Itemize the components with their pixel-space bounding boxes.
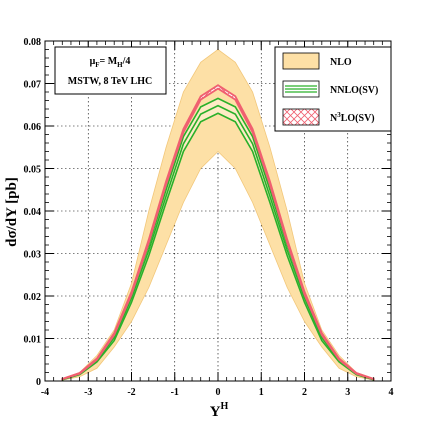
y-tick-label: 0.07 (24, 80, 42, 91)
legend-swatch-nlo (282, 52, 320, 70)
annotation-box: μF= MH/4 MSTW, 8 TeV LHC (54, 46, 167, 95)
y-tick-labels: 0 0.01 0.02 0.03 0.04 0.05 0.06 0.07 0.08 (24, 37, 42, 388)
x-tick-label: 1 (259, 387, 264, 398)
legend: NLO NNLO(SV) N3LO(SV) (274, 46, 392, 132)
y-tick-label: 0 (36, 377, 41, 388)
y-tick-label: 0.06 (24, 122, 42, 133)
x-axis-label: YH (210, 401, 229, 420)
legend-item-nlo: NLO (282, 52, 352, 70)
x-tick-label: -4 (41, 387, 49, 398)
y-tick-label: 0.01 (24, 335, 42, 346)
y-tick-label: 0.04 (24, 207, 42, 218)
x-tick-label: 0 (216, 387, 221, 398)
y-tick-label: 0.02 (24, 292, 42, 303)
annotation-line-1: μF= MH/4 (90, 56, 131, 69)
axes (44, 40, 392, 382)
line-nnlo-central (62, 104, 374, 381)
x-tick-label: 4 (389, 387, 394, 398)
legend-label-nnlo: NNLO(SV) (330, 85, 378, 96)
legend-item-n3lo: N3LO(SV) (282, 108, 375, 126)
legend-item-nnlo: NNLO(SV) (282, 80, 378, 98)
x-tick-label: 3 (345, 387, 350, 398)
legend-label-nlo: NLO (330, 57, 352, 68)
y-axis-label: dσ/dY [pb] (4, 177, 20, 247)
line-nnlo-lower (62, 112, 374, 381)
x-tick-label: -1 (171, 387, 179, 398)
x-tick-label: -3 (84, 387, 92, 398)
x-tick-labels: -4 -3 -2 -1 0 1 2 3 4 (41, 387, 394, 398)
x-tick-label: 2 (302, 387, 307, 398)
legend-label-n3lo: N3LO(SV) (330, 111, 375, 124)
y-tick-label: 0.08 (24, 37, 42, 48)
legend-swatch-n3lo (282, 108, 320, 126)
y-tick-label: 0.05 (24, 165, 42, 176)
x-tick-label: -2 (127, 387, 135, 398)
annotation-line-2: MSTW, 8 TeV LHC (68, 76, 152, 87)
y-tick-label: 0.03 (24, 250, 42, 261)
